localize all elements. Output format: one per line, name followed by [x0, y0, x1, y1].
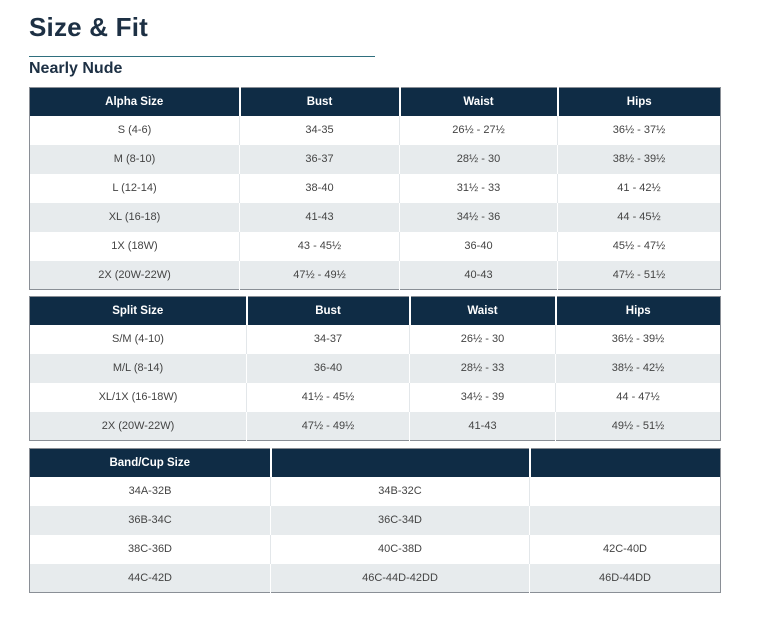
cell-bust: 41½ - 45½ — [246, 382, 410, 412]
table-row: L (12-14) 38-40 31½ - 33 41 - 42½ — [29, 173, 721, 203]
cell-size: S/M (4-10) — [29, 324, 247, 354]
cell-size — [529, 476, 721, 506]
cell-waist: 36-40 — [399, 231, 558, 261]
cell-waist: 26½ - 30 — [409, 324, 556, 354]
cell-hips: 36½ - 37½ — [557, 115, 721, 145]
table-row: M/L (8-14) 36-40 28½ - 33 38½ - 42½ — [29, 353, 721, 383]
header-blank — [269, 448, 531, 477]
page-title: Size & Fit — [29, 12, 149, 42]
header-bust: Bust — [238, 87, 401, 116]
cell-bust: 38-40 — [239, 173, 400, 203]
header-blank — [528, 448, 721, 477]
cell-size — [529, 505, 721, 535]
cell-waist: 40-43 — [399, 260, 558, 290]
cell-waist: 34½ - 39 — [409, 382, 556, 412]
cell-bust: 36-37 — [239, 144, 400, 174]
section-subtitle: Nearly Nude — [29, 60, 123, 77]
alpha-size-table: Alpha Size Bust Waist Hips S (4-6) 34-35… — [29, 87, 721, 290]
header-band-cup-size: Band/Cup Size — [29, 448, 272, 477]
cell-size: 40C-38D — [270, 534, 530, 564]
cell-size: L (12-14) — [29, 173, 240, 203]
cell-waist: 26½ - 27½ — [399, 115, 558, 145]
cell-bust: 34-35 — [239, 115, 400, 145]
table-row: 1X (18W) 43 - 45½ 36-40 45½ - 47½ — [29, 231, 721, 261]
header-waist: Waist — [408, 296, 557, 325]
header-hips: Hips — [554, 296, 721, 325]
cell-bust: 34-37 — [246, 324, 410, 354]
cell-hips: 36½ - 39½ — [555, 324, 721, 354]
table-row: S/M (4-10) 34-37 26½ - 30 36½ - 39½ — [29, 324, 721, 354]
cell-waist: 34½ - 36 — [399, 202, 558, 232]
cell-size: 2X (20W-22W) — [29, 411, 247, 441]
cell-bust: 47½ - 49½ — [246, 411, 410, 441]
header-hips: Hips — [556, 87, 721, 116]
table-row: 36B-34C 36C-34D — [29, 505, 721, 535]
table-row: 2X (20W-22W) 47½ - 49½ 41-43 49½ - 51½ — [29, 411, 721, 441]
header-alpha-size: Alpha Size — [29, 87, 241, 116]
cell-hips: 47½ - 51½ — [557, 260, 721, 290]
cell-bust: 36-40 — [246, 353, 410, 383]
cell-size: 46C-44D-42DD — [270, 563, 530, 593]
cell-hips: 44 - 45½ — [557, 202, 721, 232]
cell-hips: 41 - 42½ — [557, 173, 721, 203]
table-header-row: Alpha Size Bust Waist Hips — [29, 87, 721, 116]
title-divider — [29, 56, 375, 57]
table-header-row: Band/Cup Size — [29, 448, 721, 477]
cell-size: S (4-6) — [29, 115, 240, 145]
table-row: M (8-10) 36-37 28½ - 30 38½ - 39½ — [29, 144, 721, 174]
cell-hips: 44 - 47½ — [555, 382, 721, 412]
cell-hips: 38½ - 39½ — [557, 144, 721, 174]
cell-size: 42C-40D — [529, 534, 721, 564]
cell-hips: 38½ - 42½ — [555, 353, 721, 383]
cell-size: 2X (20W-22W) — [29, 260, 240, 290]
header-bust: Bust — [245, 296, 411, 325]
split-size-table: Split Size Bust Waist Hips S/M (4-10) 34… — [29, 296, 721, 441]
cell-size: 38C-36D — [29, 534, 271, 564]
cell-size: 46D-44DD — [529, 563, 721, 593]
table-row: 44C-42D 46C-44D-42DD 46D-44DD — [29, 563, 721, 593]
cell-size: 1X (18W) — [29, 231, 240, 261]
cell-size: 34A-32B — [29, 476, 271, 506]
header-split-size: Split Size — [29, 296, 248, 325]
cell-size: 34B-32C — [270, 476, 530, 506]
cell-bust: 41-43 — [239, 202, 400, 232]
cell-bust: 43 - 45½ — [239, 231, 400, 261]
cell-size: XL (16-18) — [29, 202, 240, 232]
table-row: 34A-32B 34B-32C — [29, 476, 721, 506]
cell-hips: 49½ - 51½ — [555, 411, 721, 441]
table-row: 2X (20W-22W) 47½ - 49½ 40-43 47½ - 51½ — [29, 260, 721, 290]
cell-size: M (8-10) — [29, 144, 240, 174]
cell-waist: 28½ - 33 — [409, 353, 556, 383]
table-row: XL (16-18) 41-43 34½ - 36 44 - 45½ — [29, 202, 721, 232]
cell-size: XL/1X (16-18W) — [29, 382, 247, 412]
cell-size: 36C-34D — [270, 505, 530, 535]
table-row: XL/1X (16-18W) 41½ - 45½ 34½ - 39 44 - 4… — [29, 382, 721, 412]
cell-waist: 41-43 — [409, 411, 556, 441]
cell-waist: 31½ - 33 — [399, 173, 558, 203]
cell-size: 36B-34C — [29, 505, 271, 535]
cell-size: 44C-42D — [29, 563, 271, 593]
cell-size: M/L (8-14) — [29, 353, 247, 383]
cell-bust: 47½ - 49½ — [239, 260, 400, 290]
table-row: S (4-6) 34-35 26½ - 27½ 36½ - 37½ — [29, 115, 721, 145]
table-header-row: Split Size Bust Waist Hips — [29, 296, 721, 325]
cell-waist: 28½ - 30 — [399, 144, 558, 174]
cell-hips: 45½ - 47½ — [557, 231, 721, 261]
band-cup-size-table: Band/Cup Size 34A-32B 34B-32C 36B-34C 36… — [29, 448, 721, 593]
table-row: 38C-36D 40C-38D 42C-40D — [29, 534, 721, 564]
header-waist: Waist — [398, 87, 559, 116]
